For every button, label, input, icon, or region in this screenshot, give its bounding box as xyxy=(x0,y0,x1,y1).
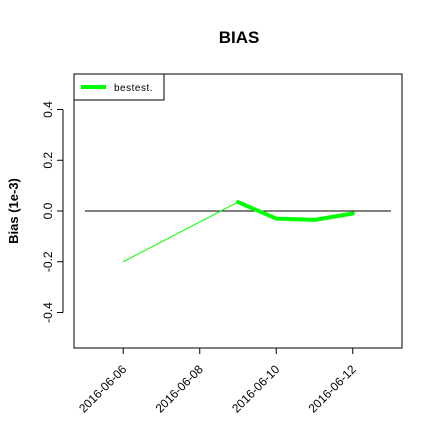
y-tick-label: -0.2 xyxy=(41,251,55,272)
chart-title: BIAS xyxy=(219,28,260,47)
y-tick-label: -0.4 xyxy=(41,302,55,323)
y-tick-label: 0.0 xyxy=(41,202,55,219)
x-tick-label: 2016-06-08 xyxy=(153,362,207,416)
y-axis-label: Bias (1e-3) xyxy=(6,178,21,244)
series-line-thick xyxy=(236,200,355,222)
x-tick-label: 2016-06-06 xyxy=(76,362,130,416)
x-tick-label: 2016-06-12 xyxy=(306,362,360,416)
y-tick-label: 0.4 xyxy=(41,101,55,118)
legend: bestest. xyxy=(73,73,165,101)
legend-label: bestest. xyxy=(114,83,153,94)
series-line-thin xyxy=(122,201,239,263)
y-tick-label: 0.2 xyxy=(41,152,55,169)
x-tick-label: 2016-06-10 xyxy=(229,362,283,416)
